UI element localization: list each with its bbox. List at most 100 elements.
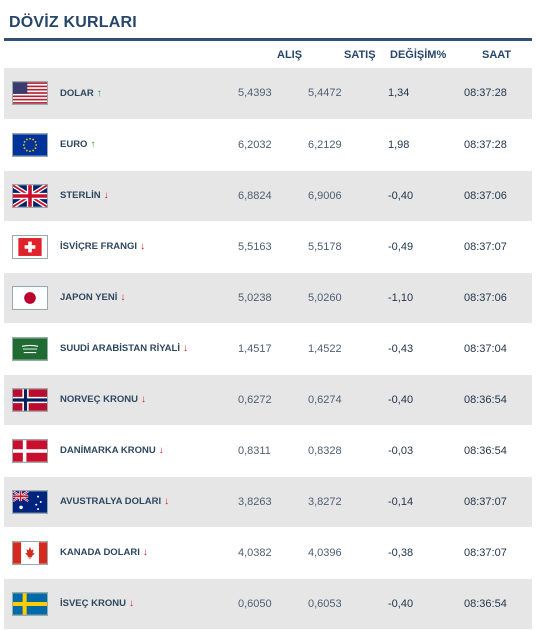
currency-name[interactable]: DANİMARKA KRONU	[60, 445, 156, 456]
header-alis: ALIŞ	[277, 49, 303, 61]
trend-down-arrow-icon: ↓	[164, 496, 170, 507]
satis-cell: 5,0260	[308, 272, 388, 324]
currency-name[interactable]: NORVEÇ KRONU	[60, 394, 138, 405]
sa-flag-icon	[12, 336, 60, 361]
currency-name-cell[interactable]: İSVEÇ KRONU ↓	[60, 578, 238, 630]
satis-cell: 0,6274	[308, 374, 388, 426]
table-row[interactable]: STERLİN ↓ 6,8824 6,9006 -0,40 08:37:06	[4, 170, 532, 222]
currency-name[interactable]: JAPON YENİ	[60, 292, 118, 303]
table-row[interactable]: İSVİÇRE FRANGI ↓ 5,5163 5,5178 -0,49 08:37:07	[4, 221, 532, 273]
currency-name[interactable]: SUUDİ ARABİSTAN RİYALİ	[60, 343, 180, 354]
au-flag-icon	[12, 489, 60, 514]
degisim-cell: -1,10	[388, 272, 464, 324]
table-row[interactable]: NORVEÇ KRONU ↓ 0,6272 0,6274 -0,40 08:36:54	[4, 374, 532, 426]
trend-down-arrow-icon: ↓	[183, 343, 188, 354]
flag-cell	[4, 374, 60, 426]
currency-name[interactable]: KANADA DOLARI	[60, 547, 140, 558]
alis-cell: 6,2032	[238, 119, 308, 171]
flag-cell	[4, 578, 60, 630]
alis-cell: 5,5163	[238, 221, 308, 273]
currency-table: DOLAR ↑ 5,4393 5,4472 1,34 08:37:28 EURO ↑ 6,203…	[4, 68, 532, 630]
currency-name-cell[interactable]: STERLİN ↓	[60, 170, 238, 222]
degisim-cell: -0,03	[388, 425, 464, 477]
currency-name[interactable]: AVUSTRALYA DOLARI	[60, 496, 162, 507]
ca-flag-icon	[12, 540, 60, 565]
alis-cell: 5,4393	[238, 68, 308, 120]
table-row[interactable]: DOLAR ↑ 5,4393 5,4472 1,34 08:37:28	[4, 68, 532, 120]
table-row[interactable]: AVUSTRALYA DOLARI ↓ 3,8263 3,8272 -0,14 08:37…	[4, 476, 532, 528]
table-row[interactable]: SUUDİ ARABİSTAN RİYALİ ↓ 1,4517 1,4522 -0,43…	[4, 323, 532, 375]
se-flag-icon	[12, 591, 60, 616]
title-divider	[4, 38, 532, 41]
saat-cell: 08:36:54	[464, 578, 532, 630]
satis-cell: 5,4472	[308, 68, 388, 120]
currency-name-cell[interactable]: İSVİÇRE FRANGI ↓	[60, 221, 238, 273]
currency-name[interactable]: STERLİN	[60, 190, 101, 201]
flag-cell	[4, 476, 60, 528]
currency-name[interactable]: İSVEÇ KRONU	[60, 598, 126, 609]
flag-cell	[4, 170, 60, 222]
satis-cell: 4,0396	[308, 527, 388, 579]
trend-down-arrow-icon: ↓	[103, 190, 109, 201]
trend-down-arrow-icon: ↓	[140, 241, 146, 252]
table-row[interactable]: KANADA DOLARI ↓ 4,0382 4,0396 -0,38 08:37:07	[4, 527, 532, 579]
no-flag-icon	[12, 387, 60, 412]
degisim-cell: 1,98	[388, 119, 464, 171]
table-header: ALIŞ SATIŞ DEĞİŞİM% SAAT	[4, 42, 532, 68]
degisim-cell: 1,34	[388, 68, 464, 120]
gb-flag-icon	[12, 183, 60, 208]
satis-cell: 0,8328	[308, 425, 388, 477]
flag-cell	[4, 119, 60, 171]
alis-cell: 6,8824	[238, 170, 308, 222]
header-degisim: DEĞİŞİM%	[390, 49, 447, 61]
degisim-cell: -0,40	[388, 578, 464, 630]
degisim-cell: -0,40	[388, 170, 464, 222]
currency-name-cell[interactable]: JAPON YENİ ↓	[60, 272, 238, 324]
table-row[interactable]: JAPON YENİ ↓ 5,0238 5,0260 -1,10 08:37:06	[4, 272, 532, 324]
currency-name-cell[interactable]: NORVEÇ KRONU ↓	[60, 374, 238, 426]
flag-cell	[4, 425, 60, 477]
header-saat: SAAT	[482, 49, 512, 61]
satis-cell: 5,5178	[308, 221, 388, 273]
degisim-cell: -0,38	[388, 527, 464, 579]
flag-cell	[4, 272, 60, 324]
ch-flag-icon	[12, 234, 60, 259]
jp-flag-icon	[12, 285, 60, 310]
header-satis: SATIŞ	[344, 49, 376, 61]
degisim-cell: -0,40	[388, 374, 464, 426]
saat-cell: 08:37:07	[464, 476, 532, 528]
currency-name-cell[interactable]: AVUSTRALYA DOLARI ↓	[60, 476, 238, 528]
us-flag-icon	[12, 81, 60, 106]
page-title: DÖVİZ KURLARI	[9, 14, 137, 31]
satis-cell: 1,4522	[308, 323, 388, 375]
alis-cell: 1,4517	[238, 323, 308, 375]
currency-name-cell[interactable]: EURO ↑	[60, 119, 238, 171]
trend-down-arrow-icon: ↓	[158, 445, 164, 456]
table-row[interactable]: EURO ↑ 6,2032 6,2129 1,98 08:37:28	[4, 119, 532, 171]
dk-flag-icon	[12, 438, 60, 463]
flag-cell	[4, 323, 60, 375]
flag-cell	[4, 221, 60, 273]
eu-flag-icon	[12, 132, 60, 157]
alis-cell: 4,0382	[238, 527, 308, 579]
trend-down-arrow-icon: ↓	[140, 394, 146, 405]
satis-cell: 0,6053	[308, 578, 388, 630]
trend-up-arrow-icon: ↑	[90, 139, 96, 150]
saat-cell: 08:37:06	[464, 170, 532, 222]
saat-cell: 08:37:04	[464, 323, 532, 375]
alis-cell: 0,6272	[238, 374, 308, 426]
currency-name-cell[interactable]: SUUDİ ARABİSTAN RİYALİ ↓	[60, 323, 238, 375]
currency-name[interactable]: İSVİÇRE FRANGI	[60, 241, 138, 252]
currency-name-cell[interactable]: DOLAR ↑	[60, 68, 238, 120]
trend-down-arrow-icon: ↓	[142, 547, 148, 558]
trend-up-arrow-icon: ↑	[96, 87, 102, 99]
currency-name[interactable]: DOLAR	[60, 87, 94, 99]
degisim-cell: -0,43	[388, 323, 464, 375]
currency-name[interactable]: EURO	[60, 139, 88, 150]
table-row[interactable]: DANİMARKA KRONU ↓ 0,8311 0,8328 -0,03 08:36:5…	[4, 425, 532, 477]
table-row[interactable]: İSVEÇ KRONU ↓ 0,6050 0,6053 -0,40 08:36:54	[4, 578, 532, 630]
saat-cell: 08:37:06	[464, 272, 532, 324]
currency-name-cell[interactable]: DANİMARKA KRONU ↓	[60, 425, 238, 477]
currency-name-cell[interactable]: KANADA DOLARI ↓	[60, 527, 238, 579]
alis-cell: 0,6050	[238, 578, 308, 630]
